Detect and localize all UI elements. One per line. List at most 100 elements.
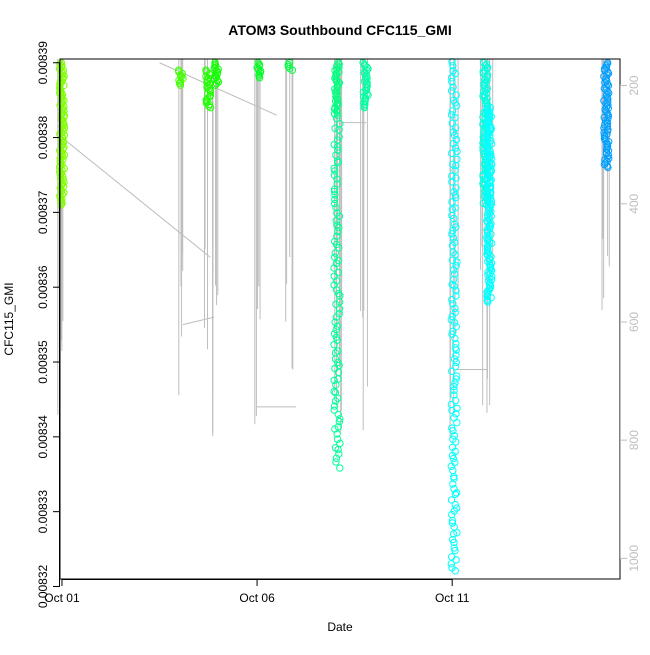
data-point xyxy=(452,346,460,354)
y-tick-label: 0.00835 xyxy=(36,340,50,384)
data-point xyxy=(449,226,457,235)
data-point xyxy=(448,312,456,321)
data-point xyxy=(452,174,460,182)
right-tick-label: 800 xyxy=(627,430,641,450)
data-point xyxy=(450,318,459,327)
data-point xyxy=(448,230,456,238)
data-point xyxy=(331,364,339,373)
data-point xyxy=(451,458,459,467)
data-point xyxy=(601,156,609,164)
right-tick-label: 600 xyxy=(627,312,641,332)
data-point xyxy=(211,81,219,89)
data-point xyxy=(451,362,460,371)
data-point xyxy=(602,83,610,91)
x-axis: Oct 01 Oct 06 Oct 11 xyxy=(44,579,470,605)
data-point xyxy=(333,175,341,183)
data-point xyxy=(452,556,460,564)
data-point xyxy=(447,74,456,82)
data-point xyxy=(453,258,461,266)
data-point xyxy=(335,243,343,252)
data-point xyxy=(448,451,457,460)
data-point xyxy=(448,256,457,264)
data-point xyxy=(452,358,460,366)
data-point xyxy=(284,62,293,71)
data-point xyxy=(212,79,221,88)
track-connector-line xyxy=(159,62,277,116)
data-point xyxy=(451,379,459,387)
data-point xyxy=(450,214,458,223)
data-point xyxy=(448,78,456,86)
data-point xyxy=(452,438,460,446)
data-point xyxy=(178,69,186,78)
data-point xyxy=(451,124,460,132)
track-connector-line xyxy=(61,137,211,258)
profile-lines-layer xyxy=(57,59,610,438)
data-point xyxy=(451,194,460,202)
data-point xyxy=(332,300,340,308)
data-point xyxy=(330,387,338,396)
data-point xyxy=(449,466,457,475)
data-point xyxy=(330,330,339,338)
data-point xyxy=(450,414,458,422)
data-point xyxy=(483,131,492,139)
data-point xyxy=(447,560,456,568)
data-point xyxy=(484,298,492,306)
data-point xyxy=(452,287,460,295)
data-point xyxy=(332,313,341,321)
data-point xyxy=(451,490,460,498)
data-point xyxy=(334,445,342,454)
data-point xyxy=(449,128,457,136)
data-point xyxy=(449,300,457,308)
data-point xyxy=(451,191,459,199)
data-point xyxy=(487,197,496,205)
data-point xyxy=(452,161,460,170)
data-point xyxy=(255,74,264,82)
right-tick-label: 200 xyxy=(627,75,641,95)
data-point xyxy=(331,167,339,175)
data-point xyxy=(331,124,339,133)
y-tick-label: 0.00838 xyxy=(36,116,50,160)
data-point xyxy=(483,74,491,82)
data-point xyxy=(485,119,493,127)
data-point xyxy=(451,396,460,405)
data-point xyxy=(334,146,342,154)
data-point xyxy=(332,458,340,466)
data-point xyxy=(330,110,339,118)
data-point xyxy=(335,305,344,313)
data-point xyxy=(450,282,458,290)
data-point xyxy=(176,78,185,86)
data-point xyxy=(330,185,339,193)
data-point xyxy=(330,187,339,196)
y-tick-label: 0.00839 xyxy=(36,41,50,85)
data-point xyxy=(452,184,460,192)
data-point xyxy=(450,538,458,547)
data-points-layer xyxy=(55,58,613,575)
data-point xyxy=(330,199,339,208)
data-point xyxy=(450,382,458,391)
data-point xyxy=(450,270,459,278)
data-point xyxy=(451,304,459,313)
data-point xyxy=(213,76,221,85)
data-point xyxy=(285,59,294,67)
data-point xyxy=(487,220,495,228)
data-point xyxy=(332,325,340,334)
data-point xyxy=(331,191,339,199)
data-point xyxy=(333,277,341,285)
data-point xyxy=(453,404,461,412)
data-point xyxy=(288,66,297,74)
data-point xyxy=(330,341,338,349)
data-point xyxy=(451,334,459,343)
data-point xyxy=(333,430,341,438)
data-point xyxy=(448,198,456,206)
data-point xyxy=(332,204,340,212)
data-point xyxy=(449,234,458,242)
data-point xyxy=(449,62,457,70)
data-point xyxy=(451,166,459,174)
data-point xyxy=(332,72,340,81)
data-point xyxy=(330,264,338,272)
x-axis-label: Date xyxy=(327,620,353,634)
data-point xyxy=(450,485,458,493)
data-point xyxy=(331,249,339,257)
